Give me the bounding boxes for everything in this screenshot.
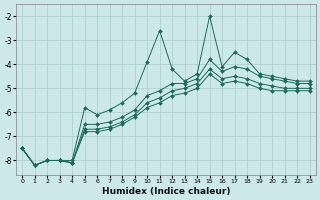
X-axis label: Humidex (Indice chaleur): Humidex (Indice chaleur)	[102, 187, 230, 196]
